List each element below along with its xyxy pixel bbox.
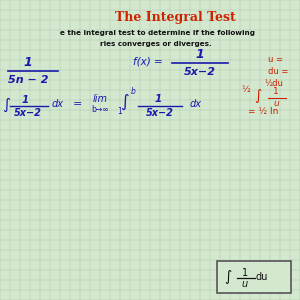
Text: ∫: ∫	[224, 270, 232, 284]
Text: ½: ½	[242, 85, 250, 94]
Text: =: =	[73, 99, 83, 109]
Text: 1: 1	[196, 49, 204, 62]
Text: b→∞: b→∞	[91, 104, 109, 113]
Text: 1: 1	[242, 268, 248, 278]
Text: ½du: ½du	[264, 80, 283, 88]
FancyBboxPatch shape	[217, 261, 291, 293]
Text: 1: 1	[21, 95, 28, 105]
Text: 5x−2: 5x−2	[14, 108, 42, 118]
Text: u: u	[273, 100, 279, 109]
Text: lim: lim	[92, 94, 107, 104]
Text: b: b	[130, 88, 135, 97]
Text: The Integral Test: The Integral Test	[115, 11, 236, 25]
Text: dx: dx	[52, 99, 64, 109]
Text: 1: 1	[273, 88, 279, 97]
Text: dx: dx	[190, 99, 202, 109]
Text: ries converges or diverges.: ries converges or diverges.	[100, 41, 212, 47]
Text: u: u	[242, 279, 248, 289]
Text: 5n − 2: 5n − 2	[8, 75, 48, 85]
Text: ∫: ∫	[120, 93, 129, 111]
Text: du =: du =	[268, 68, 288, 76]
Text: du: du	[256, 272, 268, 282]
Text: 1: 1	[24, 56, 32, 68]
Text: = ½ ln: = ½ ln	[248, 107, 278, 116]
Text: 1: 1	[154, 94, 162, 104]
Text: f(x) =: f(x) =	[133, 57, 163, 67]
Text: ∫: ∫	[254, 89, 262, 103]
Text: u =: u =	[268, 56, 283, 64]
Text: e the integral test to determine if the following: e the integral test to determine if the …	[61, 30, 256, 36]
Text: ∫: ∫	[2, 97, 10, 112]
Text: 5x−2: 5x−2	[146, 108, 174, 118]
Text: 1: 1	[118, 107, 122, 116]
Text: 5x−2: 5x−2	[184, 67, 216, 77]
